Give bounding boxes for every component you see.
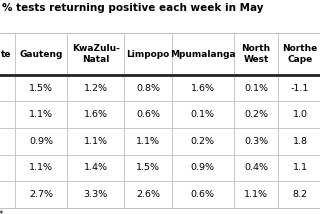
- Bar: [67, 128, 124, 155]
- Bar: [0, 181, 15, 208]
- Text: 1.2%: 1.2%: [84, 84, 108, 93]
- Bar: [124, 33, 172, 75]
- Text: North
West: North West: [241, 44, 270, 64]
- Text: te: te: [1, 49, 11, 59]
- Text: 0.4%: 0.4%: [244, 163, 268, 172]
- Bar: [15, 181, 67, 208]
- Text: 2.7%: 2.7%: [29, 190, 53, 199]
- Text: *: *: [0, 210, 3, 214]
- Bar: [124, 75, 172, 101]
- Bar: [0, 128, 15, 155]
- Bar: [15, 155, 67, 181]
- Bar: [124, 101, 172, 128]
- Bar: [67, 33, 124, 75]
- Text: 0.3%: 0.3%: [244, 137, 268, 146]
- Bar: [67, 155, 124, 181]
- Text: 0.1%: 0.1%: [244, 84, 268, 93]
- Text: Limpopo: Limpopo: [126, 49, 170, 59]
- Bar: [172, 101, 234, 128]
- Text: 1.5%: 1.5%: [29, 84, 53, 93]
- Text: -1.1: -1.1: [291, 84, 309, 93]
- Text: 0.8%: 0.8%: [136, 84, 160, 93]
- Bar: [15, 128, 67, 155]
- Text: 0.2%: 0.2%: [191, 137, 215, 146]
- Bar: [172, 155, 234, 181]
- Bar: [0, 155, 15, 181]
- Bar: [278, 181, 320, 208]
- Bar: [278, 75, 320, 101]
- Bar: [234, 128, 278, 155]
- Text: 0.9%: 0.9%: [191, 163, 215, 172]
- Text: 0.1%: 0.1%: [191, 110, 215, 119]
- Bar: [278, 128, 320, 155]
- Text: 1.1%: 1.1%: [29, 110, 53, 119]
- Text: 1.1%: 1.1%: [29, 163, 53, 172]
- Bar: [0, 33, 15, 75]
- Text: 1.8: 1.8: [292, 137, 308, 146]
- Text: 1.6%: 1.6%: [191, 84, 215, 93]
- Text: 1.1: 1.1: [292, 163, 308, 172]
- Text: 1.1%: 1.1%: [244, 190, 268, 199]
- Text: 1.0: 1.0: [292, 110, 308, 119]
- Text: 8.2: 8.2: [292, 190, 308, 199]
- Bar: [172, 181, 234, 208]
- Bar: [124, 128, 172, 155]
- Text: Gauteng: Gauteng: [19, 49, 63, 59]
- Text: % tests returning positive each week in May: % tests returning positive each week in …: [2, 3, 263, 13]
- Text: 1.4%: 1.4%: [84, 163, 108, 172]
- Bar: [0, 101, 15, 128]
- Text: 3.3%: 3.3%: [84, 190, 108, 199]
- Bar: [234, 155, 278, 181]
- Bar: [234, 33, 278, 75]
- Text: 0.9%: 0.9%: [29, 137, 53, 146]
- Bar: [67, 181, 124, 208]
- Text: 1.1%: 1.1%: [84, 137, 108, 146]
- Bar: [278, 155, 320, 181]
- Text: 0.6%: 0.6%: [191, 190, 215, 199]
- Bar: [0, 75, 15, 101]
- Bar: [234, 75, 278, 101]
- Bar: [172, 33, 234, 75]
- Bar: [172, 128, 234, 155]
- Bar: [234, 101, 278, 128]
- Text: 1.6%: 1.6%: [84, 110, 108, 119]
- Text: 0.2%: 0.2%: [244, 110, 268, 119]
- Text: 1.1%: 1.1%: [136, 137, 160, 146]
- Text: Mpumalanga: Mpumalanga: [170, 49, 236, 59]
- Bar: [278, 33, 320, 75]
- Bar: [67, 75, 124, 101]
- Text: KwaZulu-
Natal: KwaZulu- Natal: [72, 44, 120, 64]
- Bar: [172, 75, 234, 101]
- Bar: [234, 181, 278, 208]
- Bar: [278, 101, 320, 128]
- Bar: [124, 155, 172, 181]
- Text: 2.6%: 2.6%: [136, 190, 160, 199]
- Text: 0.6%: 0.6%: [136, 110, 160, 119]
- Text: Northe
Cape: Northe Cape: [282, 44, 317, 64]
- Bar: [15, 75, 67, 101]
- Bar: [15, 33, 67, 75]
- Bar: [15, 101, 67, 128]
- Bar: [124, 181, 172, 208]
- Bar: [67, 101, 124, 128]
- Text: 1.5%: 1.5%: [136, 163, 160, 172]
